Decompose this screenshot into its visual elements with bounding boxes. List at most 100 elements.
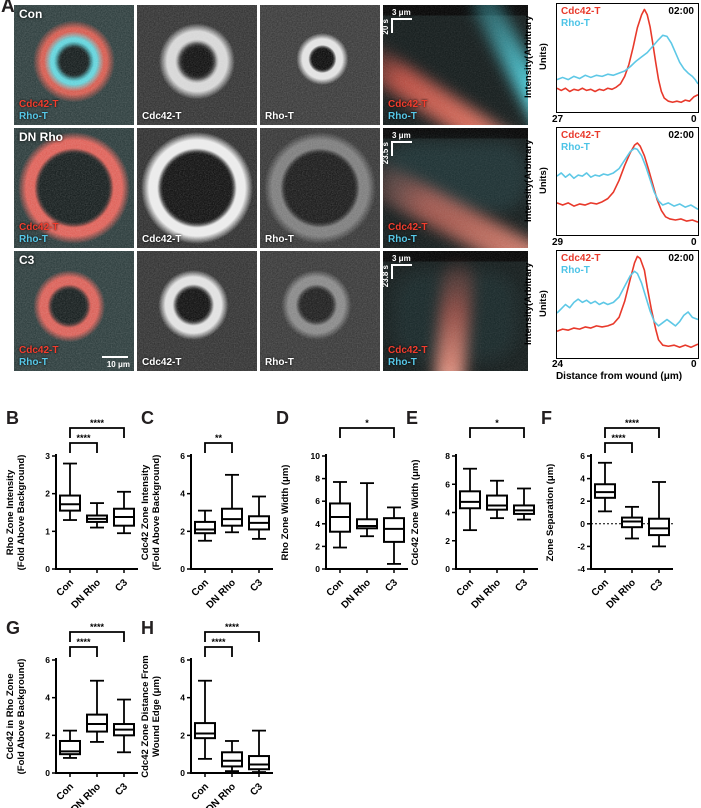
svg-text:2: 2 (45, 489, 50, 499)
cdc42-panel-label: Cdc42-T (142, 111, 182, 122)
svg-text:****: **** (90, 418, 105, 428)
svg-text:C3: C3 (248, 781, 265, 798)
legend-cdc42: Cdc42-T (561, 6, 601, 17)
merge-image-con: Con Cdc42-T Rho-T (14, 5, 134, 125)
scale-bar-L (391, 264, 412, 279)
svg-text:(Fold Above Background): (Fold Above Background) (16, 659, 27, 775)
svg-text:****: **** (211, 637, 226, 647)
svg-text:C3: C3 (113, 577, 130, 594)
merge-image-dnrho: DN Rho Cdc42-T Rho-T (14, 128, 134, 248)
legend-cdc42: Cdc42-T (561, 130, 601, 141)
svg-text:0: 0 (45, 768, 50, 778)
legend-rho: Rho-T (561, 142, 590, 153)
panel-d: D 0 2 4 6 8 10 Con DN Rho C3 * Rho Zone Width (μm) (270, 406, 414, 616)
svg-text:2: 2 (180, 526, 185, 536)
svg-text:-4: -4 (577, 564, 585, 574)
svg-text:0: 0 (445, 564, 450, 574)
svg-text:0: 0 (580, 519, 585, 529)
rho-channel-label: Rho-T (19, 111, 48, 122)
scale-bar-L (391, 18, 412, 33)
svg-text:Zone Separation (μm): Zone Separation (μm) (545, 464, 556, 562)
svg-text:8: 8 (445, 451, 450, 461)
series-Rho-T (557, 271, 698, 326)
intensity-plot-dnrho: Cdc42-T Rho-T 02:00 (556, 127, 699, 236)
svg-text:Con: Con (455, 577, 477, 599)
scale-bar-L (391, 141, 412, 156)
svg-text:8: 8 (315, 474, 320, 484)
intensity-plot-c3: Cdc42-T Rho-T 02:00 (556, 250, 699, 359)
svg-text:6: 6 (315, 496, 320, 506)
series-Rho-T (557, 35, 698, 84)
timestamp: 02:00 (668, 130, 694, 141)
svg-text:2: 2 (180, 730, 185, 740)
series-Cdc42-T (557, 143, 698, 222)
cdc42-panel-label: Cdc42-T (142, 234, 182, 245)
svg-text:C3: C3 (513, 577, 530, 594)
condition-label: C3 (19, 253, 35, 267)
panel-f: F -4 -2 0 2 4 6 Con DN Rho C3 **** **** Zone Separa… (535, 406, 679, 616)
svg-text:*: * (365, 418, 369, 428)
panel-h: H 0 2 4 6 Con DN Rho C3 **** **** Cdc42 Zone Dist… (135, 610, 279, 808)
svg-text:*: * (495, 418, 499, 428)
kymograph-dnrho: 3 μm 23.5 s Cdc42-T Rho-T (383, 128, 528, 248)
svg-text:C3: C3 (113, 781, 130, 798)
svg-text:1: 1 (45, 526, 50, 536)
intensity-axis-label: Intensity(Arbitrary Units) (523, 262, 549, 346)
cdc42-image-dnrho: Cdc42-T (137, 128, 257, 248)
svg-text:Cdc42 Zone Distance From: Cdc42 Zone Distance From (140, 655, 151, 777)
svg-text:2: 2 (445, 536, 450, 546)
svg-text:Cdc42 in Rho Zone: Cdc42 in Rho Zone (5, 673, 16, 759)
svg-text:4: 4 (180, 693, 185, 703)
rho-channel-label: Rho-T (388, 111, 417, 122)
svg-text:C3: C3 (648, 577, 665, 594)
x-tick-left: 29 (552, 237, 564, 248)
svg-text:Con: Con (190, 781, 212, 803)
panel-c: C 0 2 4 6 Con DN Rho C3 ** Cdc42 Zone Intensity(… (135, 406, 279, 616)
x-tick-right: 0 (691, 114, 697, 125)
legend-rho: Rho-T (561, 265, 590, 276)
cdc42-image-con: Cdc42-T (137, 5, 257, 125)
scale-length-label: 3 μm (392, 8, 411, 17)
series-Rho-T (557, 148, 698, 209)
panel-g: G 0 2 4 6 Con DN Rho C3 **** **** Cdc42 in Rho Zo… (0, 610, 144, 808)
panel-letter-a: A (1, 0, 15, 17)
rho-channel-label: Rho-T (19, 234, 48, 245)
noise-texture (137, 128, 257, 248)
svg-text:2: 2 (315, 541, 320, 551)
noise-texture (260, 5, 380, 125)
noise-texture (260, 251, 380, 371)
svg-text:2: 2 (580, 496, 585, 506)
cdc42-channel-label: Cdc42-T (19, 345, 59, 356)
svg-text:Rho Zone Width (μm): Rho Zone Width (μm) (280, 465, 291, 561)
svg-text:Wound Edge (μm): Wound Edge (μm) (151, 676, 162, 757)
svg-text:****: **** (625, 418, 640, 428)
noise-texture (137, 251, 257, 371)
svg-text:4: 4 (315, 519, 320, 529)
condition-label: DN Rho (19, 130, 63, 144)
svg-text:10: 10 (311, 451, 321, 461)
rho-image-con: Rho-T (260, 5, 380, 125)
x-tick-right: 0 (691, 359, 697, 370)
kymograph-c3: 3 μm 23.8 s Cdc42-T Rho-T (383, 251, 528, 371)
svg-text:Con: Con (590, 577, 612, 599)
rho-channel-label: Rho-T (19, 357, 48, 368)
panel-letter-h: H (141, 618, 154, 638)
cdc42-image-c3: Cdc42-T (137, 251, 257, 371)
svg-text:Cdc42 Zone Width (μm): Cdc42 Zone Width (μm) (410, 459, 421, 565)
svg-text:Cdc42 Zone Intensity: Cdc42 Zone Intensity (140, 464, 151, 560)
scale-bar-label: 10 μm (106, 360, 130, 369)
merge-image-c3: C3 Cdc42-T Rho-T 10 μm (14, 251, 134, 371)
svg-text:DN Rho: DN Rho (69, 577, 103, 611)
svg-text:Rho Zone Intensity: Rho Zone Intensity (5, 469, 16, 555)
svg-text:(Fold Above Background): (Fold Above Background) (16, 455, 27, 571)
x-tick-left: 24 (552, 359, 564, 370)
